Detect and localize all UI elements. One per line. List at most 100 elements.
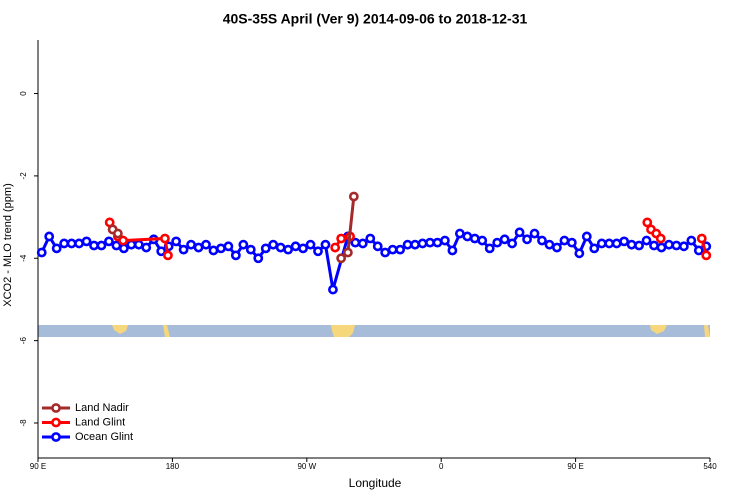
point bbox=[141, 242, 152, 253]
point bbox=[223, 241, 234, 252]
x-tick-label: 90 W bbox=[297, 462, 316, 471]
point bbox=[581, 231, 592, 242]
point bbox=[305, 239, 316, 250]
point bbox=[649, 240, 659, 251]
chart-title: 40S-35S April (Ver 9) 2014-09-06 to 2018… bbox=[223, 11, 528, 27]
point bbox=[275, 242, 286, 253]
point bbox=[462, 231, 473, 242]
point bbox=[589, 243, 600, 254]
point bbox=[507, 238, 518, 249]
point bbox=[36, 247, 47, 258]
point bbox=[417, 238, 428, 249]
point bbox=[171, 236, 182, 247]
point bbox=[126, 239, 137, 250]
point bbox=[696, 233, 707, 244]
point bbox=[193, 242, 204, 253]
point bbox=[626, 239, 637, 250]
land-patch bbox=[331, 325, 355, 337]
x-tick-label: 90 E bbox=[30, 462, 46, 471]
point bbox=[320, 239, 331, 250]
x-tick-label: 540 bbox=[703, 462, 717, 471]
point bbox=[336, 253, 347, 264]
legend-label: Land Nadir bbox=[75, 402, 129, 414]
point bbox=[454, 228, 465, 239]
point bbox=[74, 238, 84, 249]
point bbox=[245, 244, 256, 255]
point bbox=[44, 231, 55, 242]
point bbox=[253, 253, 264, 264]
point bbox=[160, 233, 170, 244]
point bbox=[330, 242, 341, 253]
point bbox=[118, 235, 129, 246]
point bbox=[499, 234, 510, 245]
point bbox=[596, 238, 607, 249]
point bbox=[552, 242, 562, 253]
point bbox=[611, 238, 622, 249]
point bbox=[469, 233, 480, 244]
point bbox=[410, 239, 420, 250]
point bbox=[604, 238, 615, 249]
point bbox=[268, 239, 279, 250]
point bbox=[559, 235, 570, 246]
point bbox=[477, 235, 488, 246]
point bbox=[260, 243, 271, 254]
point bbox=[656, 242, 667, 253]
point bbox=[425, 237, 435, 248]
ocean-strip bbox=[38, 325, 710, 337]
point bbox=[104, 236, 114, 247]
point bbox=[283, 244, 294, 255]
point bbox=[342, 247, 353, 258]
point bbox=[133, 239, 144, 250]
map-band bbox=[38, 325, 710, 337]
point bbox=[634, 240, 644, 251]
legend-marker bbox=[51, 417, 61, 428]
point bbox=[641, 235, 652, 246]
point bbox=[81, 236, 92, 247]
point bbox=[395, 244, 406, 255]
land-patch bbox=[704, 325, 710, 337]
point bbox=[298, 243, 308, 254]
point bbox=[701, 250, 712, 261]
point bbox=[201, 239, 211, 250]
point bbox=[365, 233, 376, 244]
point bbox=[96, 240, 107, 251]
point bbox=[51, 243, 62, 254]
point bbox=[89, 240, 99, 251]
x-tick-label: 90 E bbox=[567, 462, 583, 471]
point bbox=[216, 243, 226, 254]
point bbox=[671, 240, 682, 251]
point bbox=[619, 236, 630, 247]
y-tick-label: -8 bbox=[19, 419, 28, 427]
point bbox=[544, 239, 555, 250]
land-patch bbox=[112, 325, 128, 334]
point bbox=[642, 217, 653, 228]
point bbox=[440, 235, 450, 246]
point bbox=[432, 237, 443, 248]
land-patch bbox=[650, 325, 667, 334]
point bbox=[328, 284, 338, 295]
point bbox=[574, 248, 585, 259]
point bbox=[156, 246, 167, 257]
legend-marker bbox=[51, 432, 61, 442]
point bbox=[230, 250, 241, 261]
point bbox=[290, 241, 301, 252]
legend-marker bbox=[51, 403, 61, 413]
point bbox=[372, 241, 383, 252]
point bbox=[678, 241, 689, 252]
point bbox=[686, 235, 697, 246]
point bbox=[380, 247, 391, 258]
point bbox=[66, 238, 77, 249]
point bbox=[238, 239, 249, 250]
point bbox=[186, 239, 196, 250]
point bbox=[664, 239, 674, 250]
legend-label: Land Glint bbox=[75, 416, 125, 428]
point bbox=[208, 245, 219, 256]
x-axis-label: Longitude bbox=[349, 476, 402, 490]
legend-label: Ocean Glint bbox=[75, 431, 133, 443]
point bbox=[313, 246, 323, 257]
point bbox=[402, 239, 413, 250]
x-tick-label: 180 bbox=[166, 462, 180, 471]
x-tick-label: 0 bbox=[439, 462, 444, 471]
point bbox=[447, 245, 458, 256]
